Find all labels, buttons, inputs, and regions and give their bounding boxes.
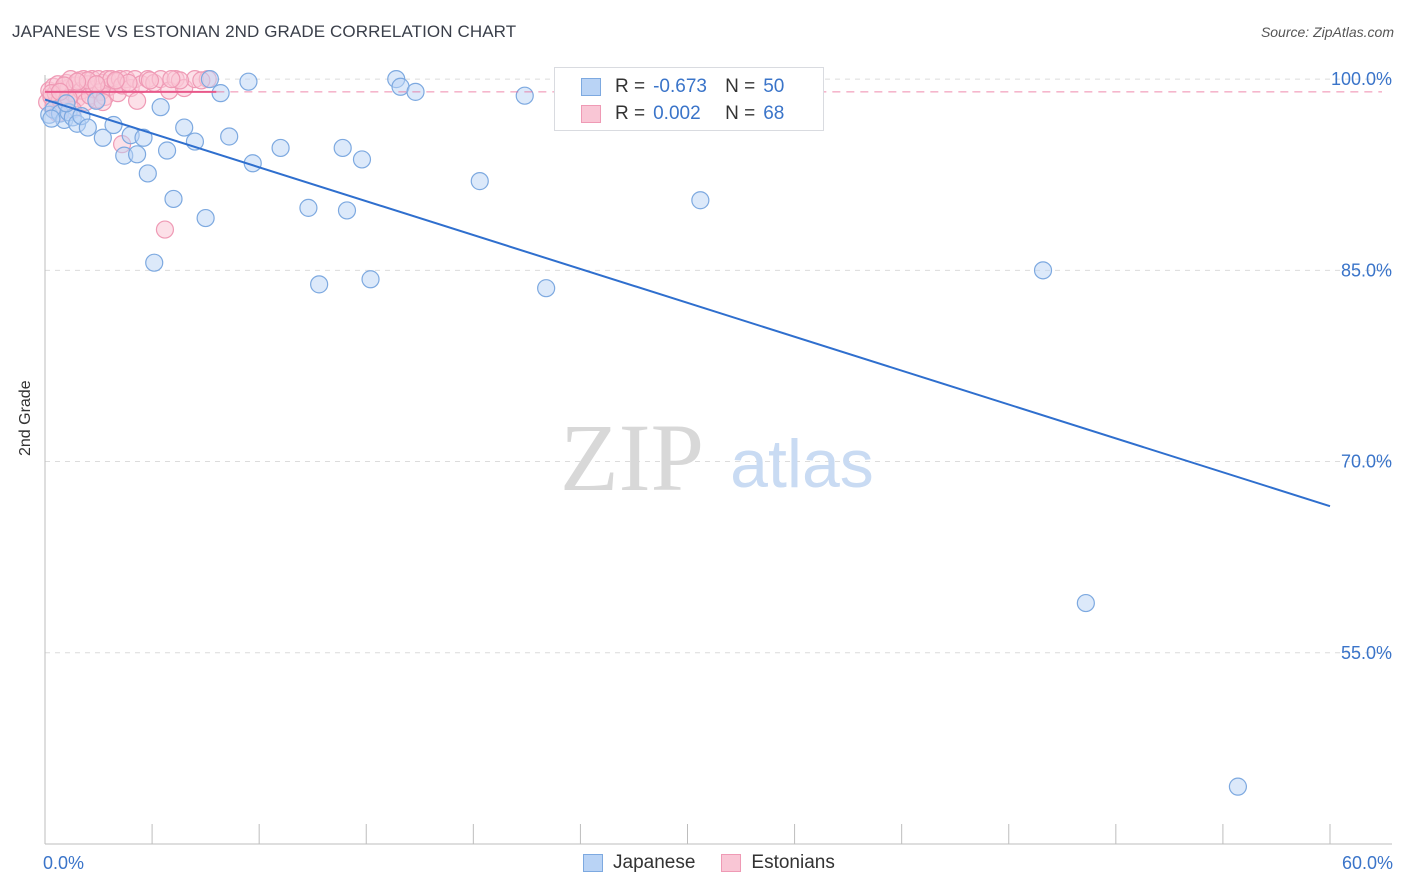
data-point-japanese[interactable] [164, 189, 183, 209]
data-point-japanese[interactable] [78, 118, 97, 137]
data-point-estonian[interactable] [87, 75, 106, 94]
data-point-japanese[interactable] [211, 84, 230, 103]
trend-line-japanese [44, 98, 1331, 508]
axes [44, 75, 1392, 845]
y-tick-label: 55.0% [1341, 643, 1392, 663]
data-point-japanese[interactable] [515, 86, 534, 105]
data-point-japanese[interactable] [196, 208, 215, 228]
legend-n-value-japanese: 50 [763, 76, 785, 97]
data-point-japanese[interactable] [239, 72, 258, 91]
data-point-japanese[interactable] [271, 138, 290, 158]
legend-r-label: R = [615, 76, 646, 97]
watermark-zip: ZIP [560, 404, 704, 511]
data-point-estonian[interactable] [140, 71, 160, 90]
data-point-estonian[interactable] [155, 220, 175, 239]
legend-key-estonians [721, 854, 742, 872]
data-point-estonian[interactable] [106, 71, 125, 90]
trend-lines [44, 90, 1382, 508]
legend-n-value-estonians: 68 [763, 103, 785, 124]
data-point-japanese[interactable] [470, 172, 489, 191]
x-tick-label-min: 0.0% [43, 853, 84, 873]
legend-n-label: N = [725, 76, 756, 97]
legend-n-label: N = [725, 103, 756, 124]
legend-r-value-estonians: 0.002 [653, 103, 701, 124]
data-point-estonian[interactable] [127, 91, 147, 110]
data-point-japanese[interactable] [299, 198, 318, 217]
legend-item-japanese[interactable]: Japanese [583, 852, 695, 874]
source-credit: Source: ZipAtlas.com [1260, 24, 1394, 40]
data-point-japanese[interactable] [145, 253, 164, 272]
data-point-japanese[interactable] [93, 128, 112, 147]
data-point-japanese[interactable] [138, 164, 157, 183]
data-point-japanese[interactable] [337, 201, 357, 220]
data-point-japanese[interactable] [310, 275, 329, 294]
legend-r-value-japanese: -0.673 [653, 76, 707, 97]
y-axis-label: 2nd Grade [17, 380, 34, 456]
data-point-estonian[interactable] [162, 70, 181, 89]
data-point-japanese[interactable] [333, 138, 352, 158]
data-point-japanese[interactable] [57, 94, 76, 113]
data-point-japanese[interactable] [42, 109, 61, 128]
watermark: ZIP atlas [560, 404, 874, 511]
data-point-japanese[interactable] [151, 98, 170, 117]
x-tick-label-max: 60.0% [1342, 853, 1393, 873]
data-point-japanese[interactable] [1076, 593, 1095, 613]
chart-title: JAPANESE VS ESTONIAN 2ND GRADE CORRELATI… [12, 22, 517, 41]
legend-row-estonians: R = 0.002 N = 68 [581, 101, 784, 127]
legend-swatch-estonians [581, 105, 601, 123]
legend-item-estonians[interactable]: Estonians [721, 852, 835, 874]
data-point-japanese[interactable] [361, 270, 380, 289]
legend-label-japanese: Japanese [613, 852, 696, 873]
legend-r-label: R = [615, 103, 646, 124]
legend-label-estonians: Estonians [751, 852, 835, 873]
legend-key-japanese [583, 854, 603, 872]
stats-legend: R = -0.673 N = 50 R = 0.002 N = 68 [554, 67, 824, 131]
data-point-japanese[interactable] [220, 127, 239, 146]
data-point-japanese[interactable] [175, 118, 194, 137]
data-point-japanese[interactable] [691, 191, 710, 210]
data-point-japanese[interactable] [537, 279, 556, 298]
data-point-japanese[interactable] [1228, 777, 1248, 796]
axis-ticks: 100.0% 85.0% 70.0% 55.0% 0.0% 60.0% [43, 69, 1393, 873]
watermark-atlas: atlas [730, 426, 874, 502]
legend-swatch-japanese [581, 78, 601, 96]
y-tick-label: 70.0% [1341, 452, 1392, 472]
data-point-japanese[interactable] [1033, 261, 1053, 280]
legend-row-japanese: R = -0.673 N = 50 [581, 74, 784, 100]
y-tick-label: 85.0% [1341, 260, 1392, 280]
data-point-japanese[interactable] [127, 145, 147, 164]
y-tick-label: 100.0% [1331, 69, 1392, 89]
data-point-japanese[interactable] [200, 70, 220, 89]
data-point-japanese[interactable] [134, 128, 153, 147]
data-point-japanese[interactable] [157, 141, 177, 160]
data-point-japanese[interactable] [352, 150, 372, 169]
data-point-japanese[interactable] [87, 91, 106, 110]
series-legend: Japanese Estonians [583, 852, 861, 874]
